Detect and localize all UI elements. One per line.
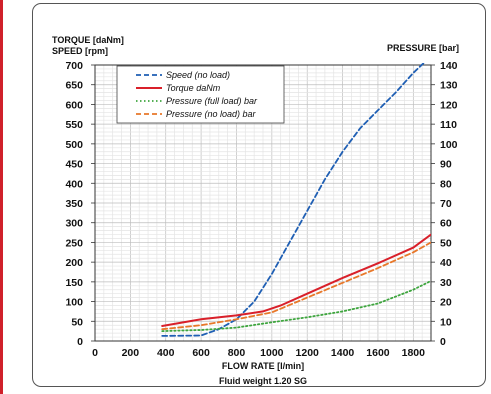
x-tick-label: 400 bbox=[157, 347, 175, 359]
x-tick-label: 800 bbox=[228, 347, 246, 359]
x-tick-label: 1000 bbox=[260, 347, 284, 359]
series-line-3 bbox=[161, 241, 431, 331]
legend-label: Torque daNm bbox=[166, 83, 221, 93]
y-right-tick-label: 0 bbox=[440, 336, 446, 348]
y-left-tick-label: 600 bbox=[65, 99, 83, 111]
y-left-tick-label: 300 bbox=[65, 218, 83, 230]
y-left-tick-label: 0 bbox=[77, 336, 83, 348]
x-tick-label: 1800 bbox=[402, 347, 426, 359]
y-right-tick-label: 10 bbox=[440, 316, 452, 328]
y-left-label-torque: TORQUE [daNm] bbox=[52, 35, 124, 45]
fluid-note: Fluid weight 1.20 SG bbox=[219, 376, 307, 386]
legend: Speed (no load) Torque daNm Pressure (full… bbox=[116, 65, 285, 124]
legend-label: Pressure (no load) bar bbox=[166, 109, 257, 119]
y-right-tick-label: 20 bbox=[440, 297, 452, 309]
series-lines bbox=[161, 63, 431, 337]
y-left-tick-label: 450 bbox=[65, 159, 83, 171]
x-tick-label: 1200 bbox=[296, 347, 320, 359]
y-right-tick-label: 140 bbox=[440, 60, 458, 72]
x-tick-label: 1400 bbox=[331, 347, 355, 359]
y-left-tick-label: 200 bbox=[65, 257, 83, 269]
y-left-tick-label: 700 bbox=[65, 60, 83, 72]
series-line-2 bbox=[161, 280, 431, 332]
y-right-tick-labels: 0 10 20 30 40 50 60 70 80 90 100 110 120 130 140 bbox=[431, 60, 458, 348]
x-tick-label: 0 bbox=[92, 347, 98, 359]
y-right-tick-label: 50 bbox=[440, 237, 452, 249]
y-right-tick-label: 90 bbox=[440, 159, 452, 171]
y-left-tick-labels: 0 50 100 150 200 250 300 350 400 450 500 550 600 650 7… bbox=[65, 60, 95, 348]
y-left-tick-label: 400 bbox=[65, 178, 83, 190]
y-left-tick-label: 100 bbox=[65, 297, 83, 309]
left-accent-bar bbox=[0, 0, 3, 394]
y-right-tick-label: 130 bbox=[440, 80, 458, 92]
y-right-tick-label: 70 bbox=[440, 198, 452, 210]
y-left-label-speed: SPEED [rpm] bbox=[52, 46, 108, 56]
y-left-tick-label: 650 bbox=[65, 80, 83, 92]
x-tick-labels: 0 200 400 600 800 1000 1200 1400 1600 1800 bbox=[92, 347, 425, 359]
x-tick-label: 200 bbox=[122, 347, 140, 359]
series-line-0 bbox=[161, 63, 426, 337]
x-tick-label: 1600 bbox=[366, 347, 390, 359]
y-right-tick-label: 100 bbox=[440, 139, 458, 151]
y-left-tick-label: 150 bbox=[65, 277, 83, 289]
series-line-1 bbox=[161, 233, 431, 327]
chart-frame bbox=[32, 3, 486, 387]
x-axis-label: FLOW RATE [l/min] bbox=[222, 361, 304, 371]
y-right-label-pressure: PRESSURE [bar] bbox=[387, 43, 459, 53]
y-left-tick-label: 500 bbox=[65, 139, 83, 151]
x-tick-label: 600 bbox=[192, 347, 210, 359]
y-left-tick-label: 50 bbox=[71, 316, 83, 328]
y-left-tick-label: 350 bbox=[65, 198, 83, 210]
legend-label: Speed (no load) bbox=[166, 70, 230, 80]
y-left-tick-label: 250 bbox=[65, 237, 83, 249]
legend-label: Pressure (full load) bar bbox=[166, 96, 258, 106]
y-left-tick-label: 550 bbox=[65, 119, 83, 131]
y-right-tick-label: 80 bbox=[440, 178, 452, 190]
y-right-tick-label: 40 bbox=[440, 257, 452, 269]
y-right-tick-label: 110 bbox=[440, 119, 457, 131]
y-right-tick-label: 60 bbox=[440, 218, 452, 230]
y-right-tick-label: 30 bbox=[440, 277, 452, 289]
y-right-tick-label: 120 bbox=[440, 99, 458, 111]
